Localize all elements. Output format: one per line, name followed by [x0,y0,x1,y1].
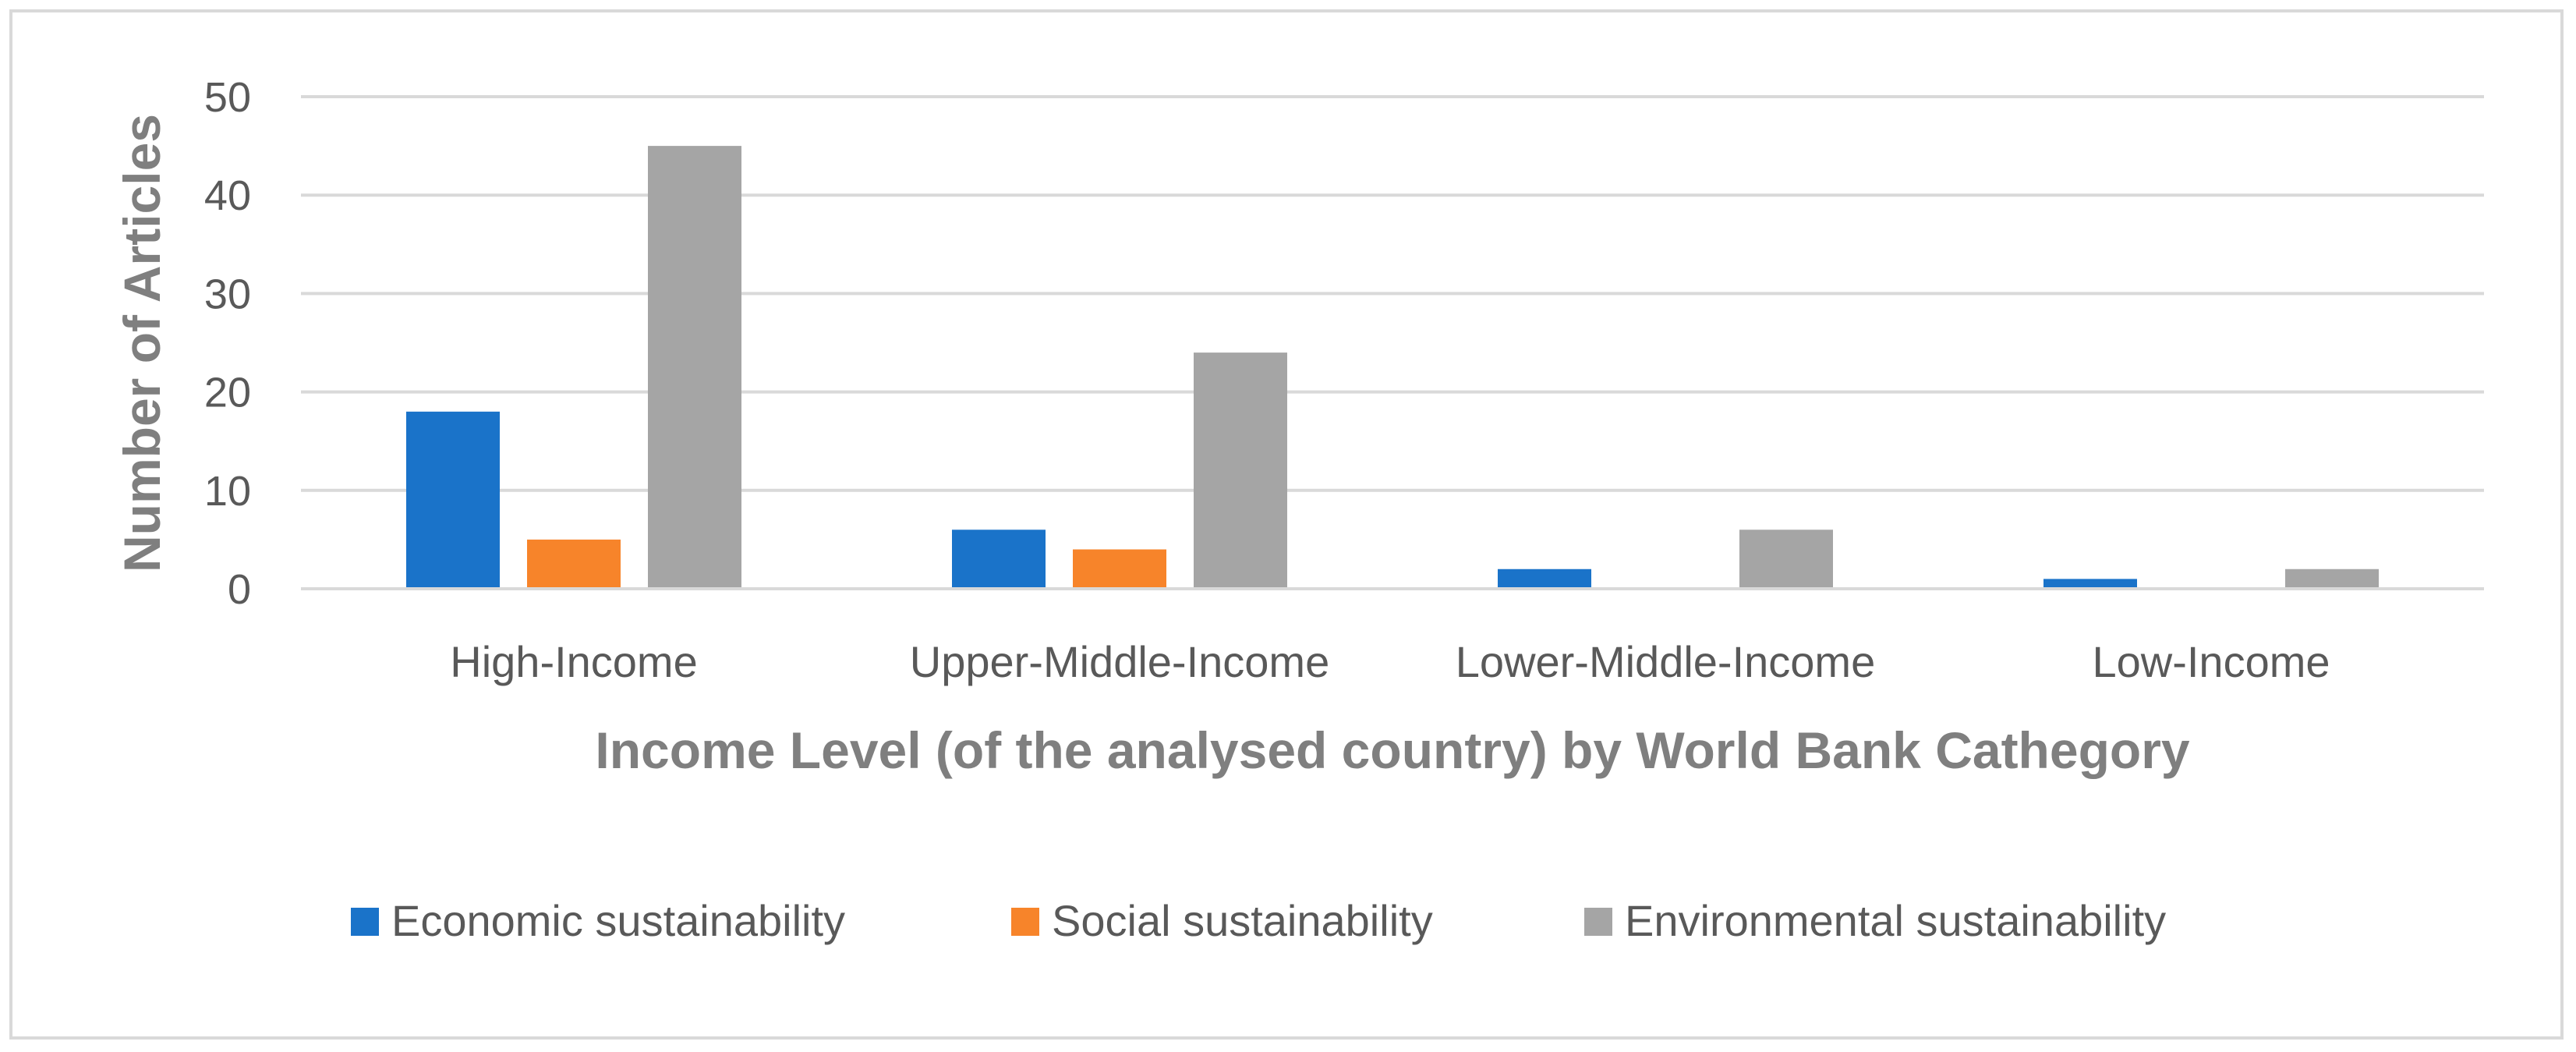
bar-economic-sustainability-low-income [2043,579,2137,589]
bar-economic-sustainability-upper-middle-income [952,530,1046,589]
y-tick-label: 50 [204,74,251,121]
legend-swatch [1584,908,1612,936]
y-tick-label: 10 [204,468,251,515]
legend-label: Economic sustainability [391,896,845,945]
legend-label: Social sustainability [1052,896,1433,945]
bar-environmental-sustainability-high-income [648,146,741,590]
x-axis-categories: High-Income Upper-Middle-Income Lower-Midd… [450,637,2330,686]
bars [406,146,2379,590]
bar-environmental-sustainability-low-income [2285,569,2379,589]
y-tick-label: 20 [204,370,251,416]
x-category-label: High-Income [450,637,697,686]
legend-swatch [1011,908,1039,936]
bar-social-sustainability-high-income [527,539,621,589]
legend-swatch [351,908,379,936]
bar-social-sustainability-upper-middle-income [1073,549,1166,589]
y-tick-label: 30 [204,271,251,317]
y-tick-label: 0 [228,566,251,613]
y-tick-label: 40 [204,172,251,219]
bar-economic-sustainability-lower-middle-income [1498,569,1591,589]
y-axis-title: Number of Articles [113,114,171,572]
y-axis-ticks: 0 10 20 30 40 50 [204,74,251,613]
bar-environmental-sustainability-upper-middle-income [1194,352,1287,589]
x-category-label: Lower-Middle-Income [1456,637,1875,686]
gridlines [301,95,2484,492]
bar-environmental-sustainability-lower-middle-income [1739,530,1833,589]
legend: Economic sustainability Social sustainabi… [351,896,2166,945]
x-category-label: Low-Income [2092,637,2330,686]
bar-economic-sustainability-high-income [406,411,500,589]
legend-label: Environmental sustainability [1625,896,2166,945]
x-category-label: Upper-Middle-Income [910,637,1329,686]
x-axis-title: Income Level (of the analysed country) b… [595,721,2189,779]
